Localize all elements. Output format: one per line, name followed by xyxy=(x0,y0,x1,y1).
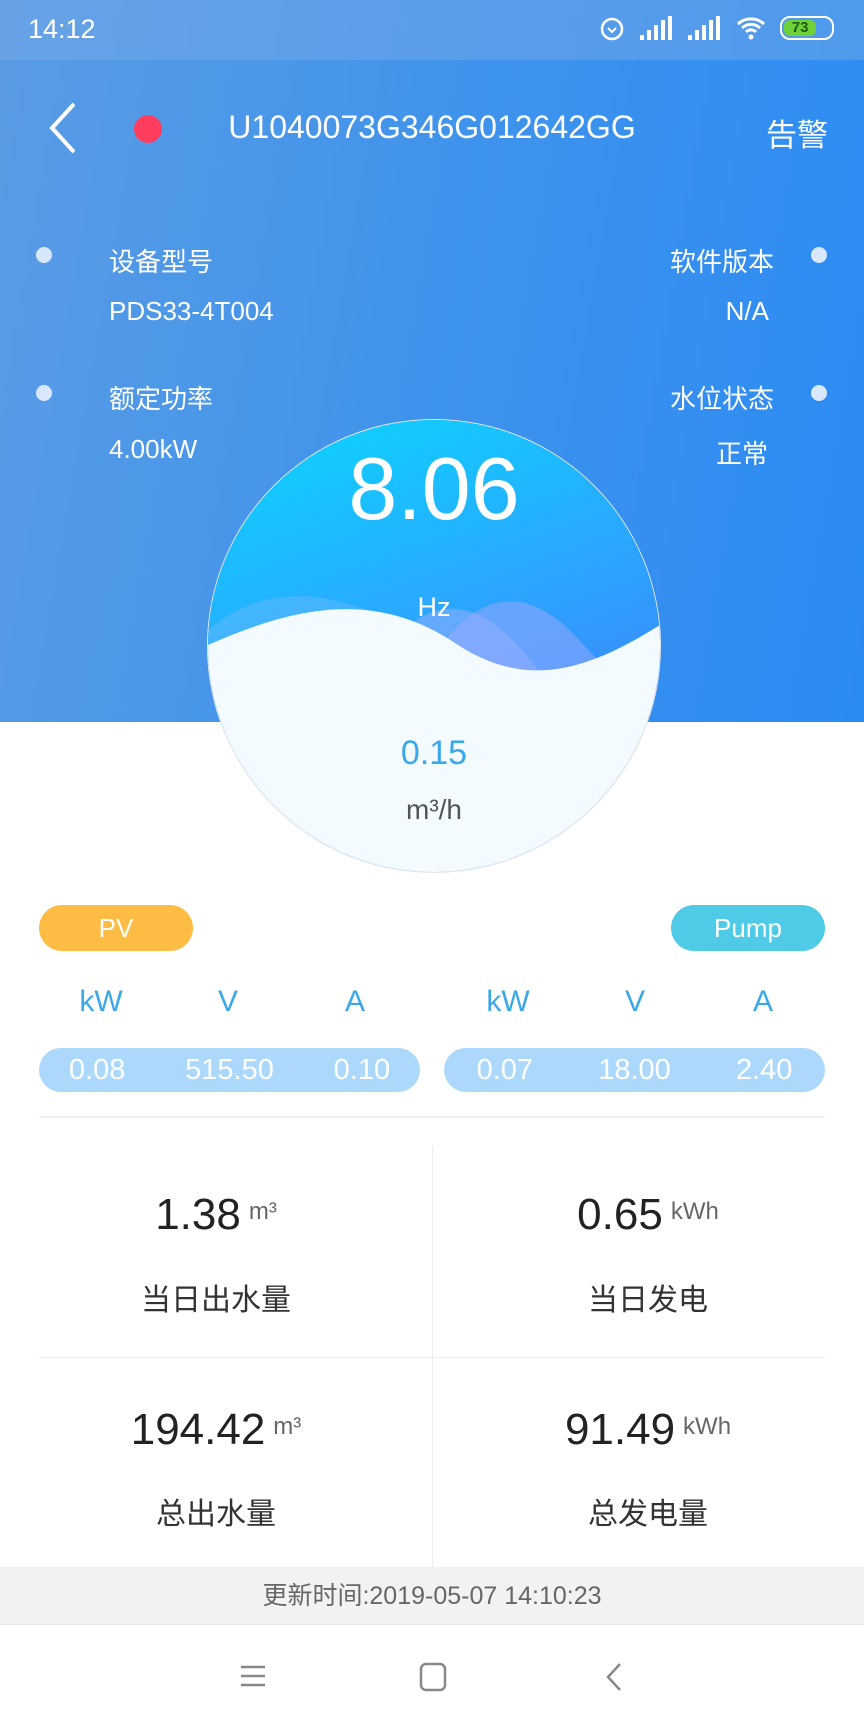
flow-value: 0.15 xyxy=(400,734,468,772)
gauge-circle: 8.06 Hz 0.15 m³/h xyxy=(208,420,660,872)
frequency-unit: Hz xyxy=(417,592,451,622)
status-bar: 14:12 73 xyxy=(0,0,864,60)
pump-unit-v: V xyxy=(624,985,645,1018)
alarm-button[interactable]: 告警 xyxy=(766,118,828,153)
bullet-dot xyxy=(811,247,827,263)
pv-unit-a: A xyxy=(344,985,365,1018)
stat-unit: kWh xyxy=(670,1198,719,1225)
bullet-dot xyxy=(811,385,827,401)
pump-power: 0.07 xyxy=(476,1053,534,1086)
stat-label: 当日发电 xyxy=(588,1284,708,1317)
pump-values-bar: 0.07 18.00 2.40 xyxy=(444,1048,825,1092)
stat-unit: kWh xyxy=(683,1413,732,1440)
stat-label: 总出水量 xyxy=(156,1498,276,1531)
divider xyxy=(39,1357,825,1358)
model-label: 设备型号 xyxy=(109,247,214,277)
bullet-dot xyxy=(36,385,52,401)
pv-voltage: 515.50 xyxy=(185,1053,274,1086)
stat-value: 91.49 xyxy=(564,1405,676,1454)
stat-value: 0.65 xyxy=(577,1190,663,1239)
wave-graphic xyxy=(208,596,660,872)
model-value: PDS33-4T004 xyxy=(109,296,274,326)
water-value: 正常 xyxy=(715,439,768,469)
status-dot xyxy=(134,115,162,143)
pv-unit-kw: kW xyxy=(79,985,123,1018)
pump-unit-a: A xyxy=(752,985,773,1018)
stat-total-water: 194.42 m³ xyxy=(0,1405,432,1455)
pv-badge: PV xyxy=(39,905,193,951)
stat-unit: m³ xyxy=(248,1198,277,1225)
battery-icon: 73 xyxy=(780,16,834,40)
pv-values-bar: 0.08 515.50 0.10 xyxy=(39,1048,420,1092)
software-label: 软件版本 xyxy=(669,247,774,277)
pump-voltage: 18.00 xyxy=(598,1053,671,1086)
power-label: 额定功率 xyxy=(109,384,214,414)
status-time: 14:12 xyxy=(28,14,96,44)
stat-total-power: 91.49 kWh xyxy=(432,1405,864,1455)
navigation-bar xyxy=(0,1626,864,1728)
software-value: N/A xyxy=(725,296,769,326)
device-title: U1040073G346G012642GG xyxy=(228,109,636,145)
flow-unit: m³/h xyxy=(406,794,462,825)
signal-icon xyxy=(688,16,720,40)
stat-unit: m³ xyxy=(273,1413,302,1440)
divider xyxy=(432,1146,433,1567)
bullet-dot xyxy=(36,247,52,263)
signal-icon xyxy=(640,16,672,40)
power-value: 4.00kW xyxy=(109,434,198,464)
pump-current: 2.40 xyxy=(735,1053,793,1086)
stat-daily-water: 1.38 m³ xyxy=(0,1190,432,1240)
stat-daily-power: 0.65 kWh xyxy=(432,1190,864,1240)
stat-value: 194.42 xyxy=(130,1405,266,1454)
pv-current: 0.10 xyxy=(333,1053,391,1086)
update-time: 更新时间:2019-05-07 14:10:23 xyxy=(0,1567,864,1625)
alarm-icon xyxy=(600,17,624,41)
pv-unit-v: V xyxy=(217,985,238,1018)
battery-level: 73 xyxy=(784,20,817,36)
divider xyxy=(39,1116,825,1118)
frequency-value: 8.06 xyxy=(348,439,520,538)
back-button[interactable] xyxy=(44,100,84,156)
pump-unit-kw: kW xyxy=(486,985,530,1018)
water-label: 水位状态 xyxy=(669,384,774,414)
wifi-icon xyxy=(736,17,766,40)
home-icon[interactable] xyxy=(419,1662,447,1692)
stat-label: 总发电量 xyxy=(588,1498,708,1531)
back-icon[interactable] xyxy=(604,1662,624,1692)
pump-badge: Pump xyxy=(671,905,825,951)
stat-label: 当日出水量 xyxy=(141,1284,291,1317)
menu-icon[interactable] xyxy=(240,1663,266,1689)
stat-value: 1.38 xyxy=(155,1190,241,1239)
pv-power: 0.08 xyxy=(68,1053,126,1086)
